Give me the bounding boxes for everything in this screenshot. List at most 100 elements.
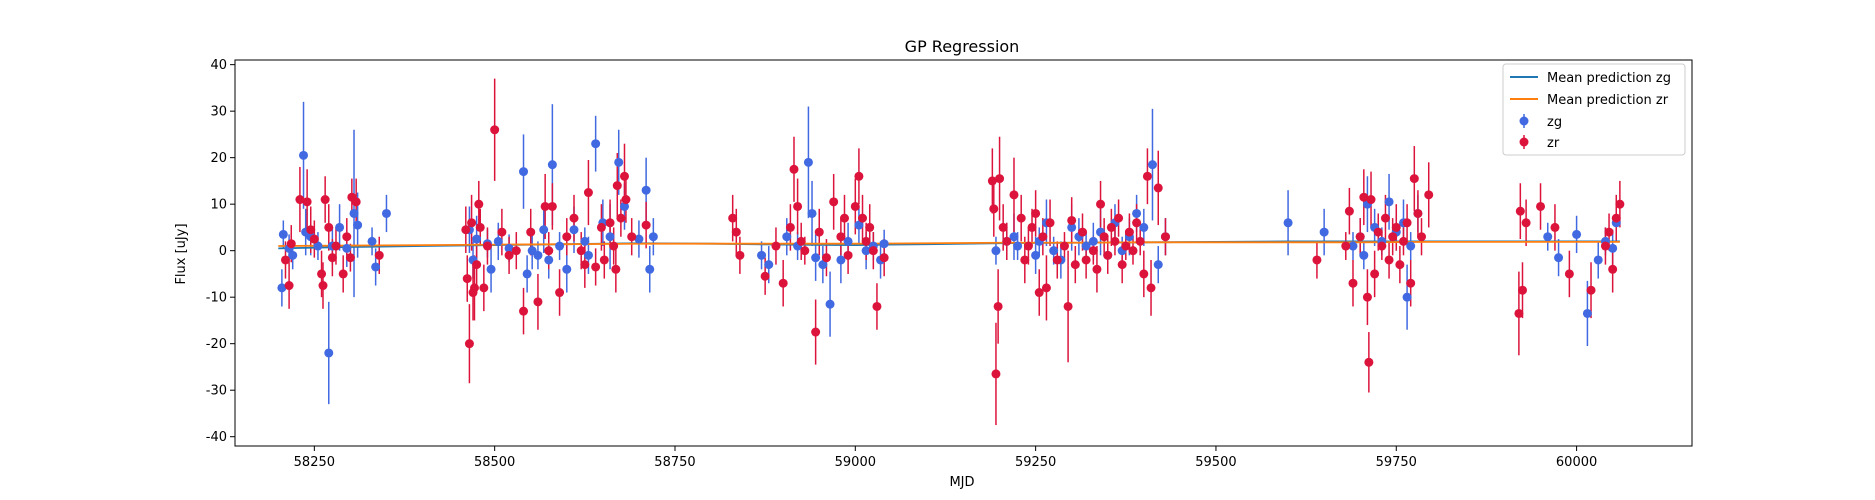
plot-area (277, 78, 1625, 426)
data-point-zg (811, 253, 821, 263)
data-point-zg (1582, 308, 1592, 318)
data-point-zg (371, 262, 381, 272)
data-point-zr (1514, 308, 1524, 318)
data-point-zr (591, 262, 601, 272)
data-point-zg (493, 236, 503, 246)
chart-title: GP Regression (905, 37, 1020, 56)
y-tick-label: -20 (206, 337, 227, 352)
y-axis-ticks: -40 -30 -20 -10 0 10 20 30 40 (206, 58, 235, 445)
data-point-zg (1013, 241, 1023, 251)
data-point-zg (1384, 197, 1394, 207)
data-point-zr (785, 222, 795, 232)
data-point-zg (1147, 160, 1157, 170)
data-point-zr (619, 171, 629, 181)
data-point-zr (1370, 269, 1380, 279)
data-point-zr (861, 236, 871, 246)
legend-marker-zg (1519, 116, 1529, 126)
data-point-zg (991, 246, 1001, 256)
data-point-zr (1366, 195, 1376, 205)
data-point-zr (1377, 241, 1387, 251)
data-point-zr (839, 213, 849, 223)
data-point-zg (324, 348, 334, 358)
data-point-zr (286, 239, 296, 249)
data-point-zr (854, 171, 864, 181)
data-point-zr (1312, 255, 1322, 265)
data-point-zg (854, 220, 864, 230)
data-point-zr (998, 222, 1008, 232)
data-point-zg (555, 241, 565, 251)
data-point-zr (814, 227, 824, 237)
x-tick-label: 58250 (294, 455, 335, 470)
y-tick-label: 10 (210, 198, 227, 213)
data-point-zr (1409, 174, 1419, 184)
data-point-zg (645, 264, 655, 274)
data-point-zg (367, 236, 377, 246)
data-point-zr (342, 232, 352, 242)
x-axis-label: MJD (949, 475, 974, 490)
data-point-zr (778, 278, 788, 288)
data-point-zr (1359, 192, 1369, 202)
data-point-zr (1081, 255, 1091, 265)
data-point-zr (569, 213, 579, 223)
data-point-zr (1146, 283, 1156, 293)
data-point-zr (621, 195, 631, 205)
data-point-zg (569, 225, 579, 235)
data-point-zg (818, 260, 828, 270)
data-point-zr (1373, 227, 1383, 237)
data-point-zr (1402, 218, 1412, 228)
data-point-zr (1110, 236, 1120, 246)
data-point-zg (836, 255, 846, 265)
data-point-zr (580, 260, 590, 270)
data-point-zr (1142, 171, 1152, 181)
data-point-zg (1554, 253, 1564, 263)
legend-marker-zr (1519, 137, 1529, 147)
data-point-zr (1600, 241, 1610, 251)
data-point-zr (1388, 232, 1398, 242)
data-point-zr (464, 339, 474, 349)
data-point-zg (757, 250, 767, 260)
data-point-zr (793, 201, 803, 211)
data-point-zr (1398, 236, 1408, 246)
data-point-zr (474, 199, 484, 209)
data-point-zr (1038, 232, 1048, 242)
data-point-zr (544, 246, 554, 256)
data-point-zg (547, 160, 557, 170)
data-point-zr (993, 301, 1003, 311)
data-point-zr (1041, 283, 1051, 293)
data-point-zr (728, 213, 738, 223)
data-point-zg (580, 236, 590, 246)
data-point-zg (1406, 241, 1416, 251)
data-point-zr (596, 222, 606, 232)
data-point-zr (865, 222, 875, 232)
data-point-zg (825, 299, 835, 309)
data-point-zr (1070, 260, 1080, 270)
data-point-zr (1045, 218, 1055, 228)
data-point-zr (1059, 241, 1069, 251)
data-point-zr (1611, 213, 1621, 223)
data-point-zr (829, 197, 839, 207)
data-point-zr (1344, 206, 1354, 216)
data-point-zr (1364, 357, 1374, 367)
data-point-zr (1348, 278, 1358, 288)
data-point-zr (1517, 285, 1527, 295)
data-point-zg (1359, 250, 1369, 260)
x-tick-label: 59250 (1015, 455, 1056, 470)
data-point-zr (991, 369, 1001, 379)
data-point-zr (796, 236, 806, 246)
data-point-zr (511, 246, 521, 256)
data-point-zg (299, 150, 309, 160)
data-point-zr (327, 253, 337, 263)
data-point-zg (1139, 222, 1149, 232)
data-point-zr (533, 297, 543, 307)
data-point-zr (1052, 255, 1062, 265)
data-point-zr (280, 255, 290, 265)
data-point-zr (462, 274, 472, 284)
data-point-zr (317, 269, 327, 279)
y-tick-label: 40 (210, 58, 227, 73)
data-point-zr (1362, 292, 1372, 302)
data-point-zg (288, 250, 298, 260)
data-point-zr (1092, 264, 1102, 274)
data-point-zr (555, 288, 565, 298)
data-point-zr (1341, 241, 1351, 251)
